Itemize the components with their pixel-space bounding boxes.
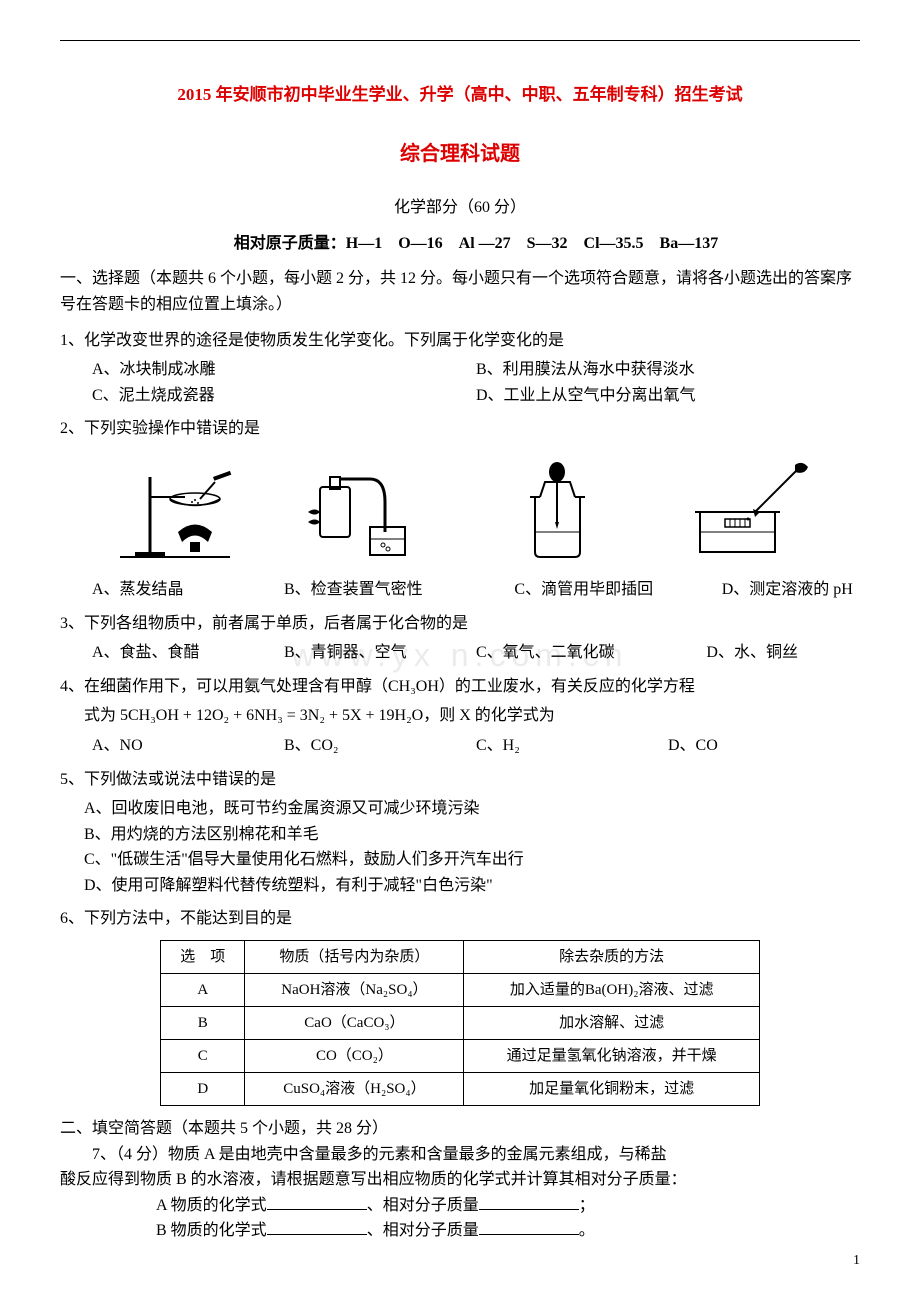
- q5-opt-d: D、使用可降解塑料代替传统塑料，有利于减轻"白色污染": [60, 873, 860, 899]
- q3-stem: 3、下列各组物质中，前者属于单质，后者属于化合物的是: [60, 611, 860, 637]
- q3-opt-a: A、食盐、食醋: [92, 640, 284, 666]
- subject-subtitle: 化学部分（60 分）: [60, 195, 860, 221]
- figure-ph-test-icon: [670, 457, 820, 567]
- question-6: 6、下列方法中，不能达到目的是 选 项 物质（括号内为杂质） 除去杂质的方法 A…: [60, 906, 860, 1106]
- question-5: 5、下列做法或说法中错误的是 A、回收废旧电池，既可节约金属资源又可减少环境污染…: [60, 767, 860, 899]
- q6-r3c0: D: [161, 1073, 245, 1106]
- q6-r2c2: 通过足量氢氧化钠溶液，并干燥: [464, 1040, 760, 1073]
- question-2: 2、下列实验操作中错误的是: [60, 416, 860, 602]
- q2-figures: [60, 457, 860, 567]
- q2-opt-c: C、滴管用毕即插回: [514, 577, 721, 603]
- q2-stem: 2、下列实验操作中错误的是: [60, 416, 860, 442]
- q4-opt-c: C、H₂: [476, 733, 668, 759]
- table-row: 选 项 物质（括号内为杂质） 除去杂质的方法: [161, 941, 760, 974]
- q6-r1c1: CaO（CaCO₃）: [245, 1007, 464, 1040]
- q7-stem: 7、（4 分）物质 A 是由地壳中含量最多的元素和含量最多的金属元素组成，与稀盐: [92, 1146, 667, 1163]
- q2-opt-d: D、测定溶液的 pH: [722, 577, 860, 603]
- q7-endB: 。: [579, 1222, 595, 1239]
- q7-stem2: 酸反应得到物质 B 的水溶液，请根据题意写出相应物质的化学式并计算其相对分子质量…: [60, 1167, 860, 1193]
- q3-opt-c: C、氧气、二氧化碳: [476, 640, 706, 666]
- question-4: 4、在细菌作用下，可以用氨气处理含有甲醇（CH₃OH）的工业废水，有关反应的化学…: [60, 674, 860, 759]
- q4-stem1: 4、在细菌作用下，可以用氨气处理含有甲醇（CH₃OH）的工业废水，有关反应的化学…: [60, 674, 860, 700]
- q5-opt-a: A、回收废旧电池，既可节约金属资源又可减少环境污染: [60, 796, 860, 822]
- q7-endA: ；: [579, 1197, 595, 1214]
- q1-stem: 1、化学改变世界的途径是使物质发生化学变化。下列属于化学变化的是: [60, 328, 860, 354]
- section1-intro: 一、选择题（本题共 6 个小题，每小题 2 分，共 12 分。每小题只有一个选项…: [60, 266, 860, 317]
- q6-r0c2: 加入适量的Ba(OH)₂溶液、过滤: [464, 974, 760, 1007]
- figure-evaporation-icon: [100, 457, 250, 567]
- q6-r1c0: B: [161, 1007, 245, 1040]
- q6-th-2: 除去杂质的方法: [464, 941, 760, 974]
- q6-r0c1: NaOH溶液（Na₂SO₄）: [245, 974, 464, 1007]
- q6-r0c0: A: [161, 974, 245, 1007]
- q5-stem: 5、下列做法或说法中错误的是: [60, 767, 860, 793]
- q6-r3c1: CuSO₄溶液（H₂SO₄）: [245, 1073, 464, 1106]
- q4-opt-a: A、NO: [92, 733, 284, 759]
- q4-opt-d: D、CO: [668, 733, 860, 759]
- table-row: A NaOH溶液（Na₂SO₄） 加入适量的Ba(OH)₂溶液、过滤: [161, 974, 760, 1007]
- q7-lineA2-label: 、相对分子质量: [367, 1197, 479, 1214]
- q6-r1c2: 加水溶解、过滤: [464, 1007, 760, 1040]
- exam-title-line1: 2015 年安顺市初中毕业生学业、升学（高中、中职、五年制专科）招生考试: [60, 81, 860, 108]
- exam-title-line2: 综合理科试题: [60, 138, 860, 170]
- q7-lineB-label: B 物质的化学式: [156, 1222, 267, 1239]
- figure-dropper-icon: [480, 457, 630, 567]
- table-row: C CO（CO₂） 通过足量氢氧化钠溶液，并干燥: [161, 1040, 760, 1073]
- question-3: 3、下列各组物质中，前者属于单质，后者属于化合物的是 A、食盐、食醋 B、青铜器…: [60, 611, 860, 666]
- top-divider: [60, 40, 860, 41]
- question-1: 1、化学改变世界的途径是使物质发生化学变化。下列属于化学变化的是 A、冰块制成冰…: [60, 328, 860, 409]
- blank-b-formula: [267, 1219, 367, 1235]
- q7-lineA-label: A 物质的化学式: [156, 1197, 267, 1214]
- q5-opt-c: C、"低碳生活"倡导大量使用化石燃料，鼓励人们多开汽车出行: [60, 847, 860, 873]
- q1-opt-b: B、利用膜法从海水中获得淡水: [476, 357, 860, 383]
- blank-a-mass: [479, 1194, 579, 1210]
- table-row: D CuSO₄溶液（H₂SO₄） 加足量氧化铜粉末，过滤: [161, 1073, 760, 1106]
- q6-th-1: 物质（括号内为杂质）: [245, 941, 464, 974]
- page-number: 1: [853, 1250, 860, 1272]
- q6-th-0: 选 项: [161, 941, 245, 974]
- question-7: 7、（4 分）物质 A 是由地壳中含量最多的元素和含量最多的金属元素组成，与稀盐…: [60, 1142, 860, 1244]
- q6-r3c2: 加足量氧化铜粉末，过滤: [464, 1073, 760, 1106]
- q7-lineB2-label: 、相对分子质量: [367, 1222, 479, 1239]
- q4-opt-b: B、CO₂: [284, 733, 476, 759]
- q3-opt-b: B、青铜器、空气: [284, 640, 476, 666]
- q4-stem2: 式为 5CH₃OH + 12O₂ + 6NH₃ = 3N₂ + 5X + 19H…: [60, 703, 860, 729]
- figure-airtight-icon: [290, 457, 440, 567]
- q6-r2c0: C: [161, 1040, 245, 1073]
- table-row: B CaO（CaCO₃） 加水溶解、过滤: [161, 1007, 760, 1040]
- q3-opt-d: D、水、铜丝: [706, 640, 860, 666]
- q1-opt-d: D、工业上从空气中分离出氧气: [476, 383, 860, 409]
- blank-a-formula: [267, 1194, 367, 1210]
- q2-opt-b: B、检查装置气密性: [284, 577, 514, 603]
- q6-table: 选 项 物质（括号内为杂质） 除去杂质的方法 A NaOH溶液（Na₂SO₄） …: [160, 940, 760, 1106]
- q6-r2c1: CO（CO₂）: [245, 1040, 464, 1073]
- atomic-mass-line: 相对原子质量：H—1 O—16 Al —27 S—32 Cl—35.5 Ba—1…: [60, 231, 860, 257]
- q2-opt-a: A、蒸发结晶: [92, 577, 284, 603]
- q5-opt-b: B、用灼烧的方法区别棉花和羊毛: [60, 822, 860, 848]
- q6-stem: 6、下列方法中，不能达到目的是: [60, 906, 860, 932]
- q1-opt-a: A、冰块制成冰雕: [92, 357, 476, 383]
- q1-opt-c: C、泥土烧成瓷器: [92, 383, 476, 409]
- blank-b-mass: [479, 1219, 579, 1235]
- section2-intro: 二、填空简答题（本题共 5 个小题，共 28 分）: [60, 1116, 860, 1142]
